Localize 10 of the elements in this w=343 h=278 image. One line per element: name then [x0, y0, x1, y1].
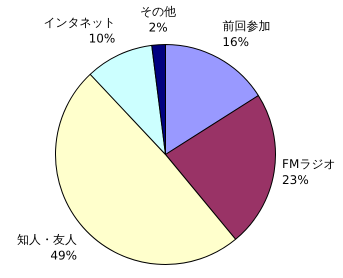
- slice-label: 前回参加: [222, 19, 270, 34]
- data-label: 10%: [88, 32, 116, 46]
- slice-label: その他: [140, 4, 176, 19]
- slice-label: 知人・友人: [16, 232, 77, 247]
- data-label: 23%: [282, 172, 309, 187]
- data-label: 49%: [50, 248, 77, 263]
- slice-label: FMラジオ: [282, 156, 336, 171]
- data-label: 16%: [222, 35, 250, 50]
- slice-label: インタネット: [43, 16, 116, 30]
- data-label: 2%: [148, 20, 168, 35]
